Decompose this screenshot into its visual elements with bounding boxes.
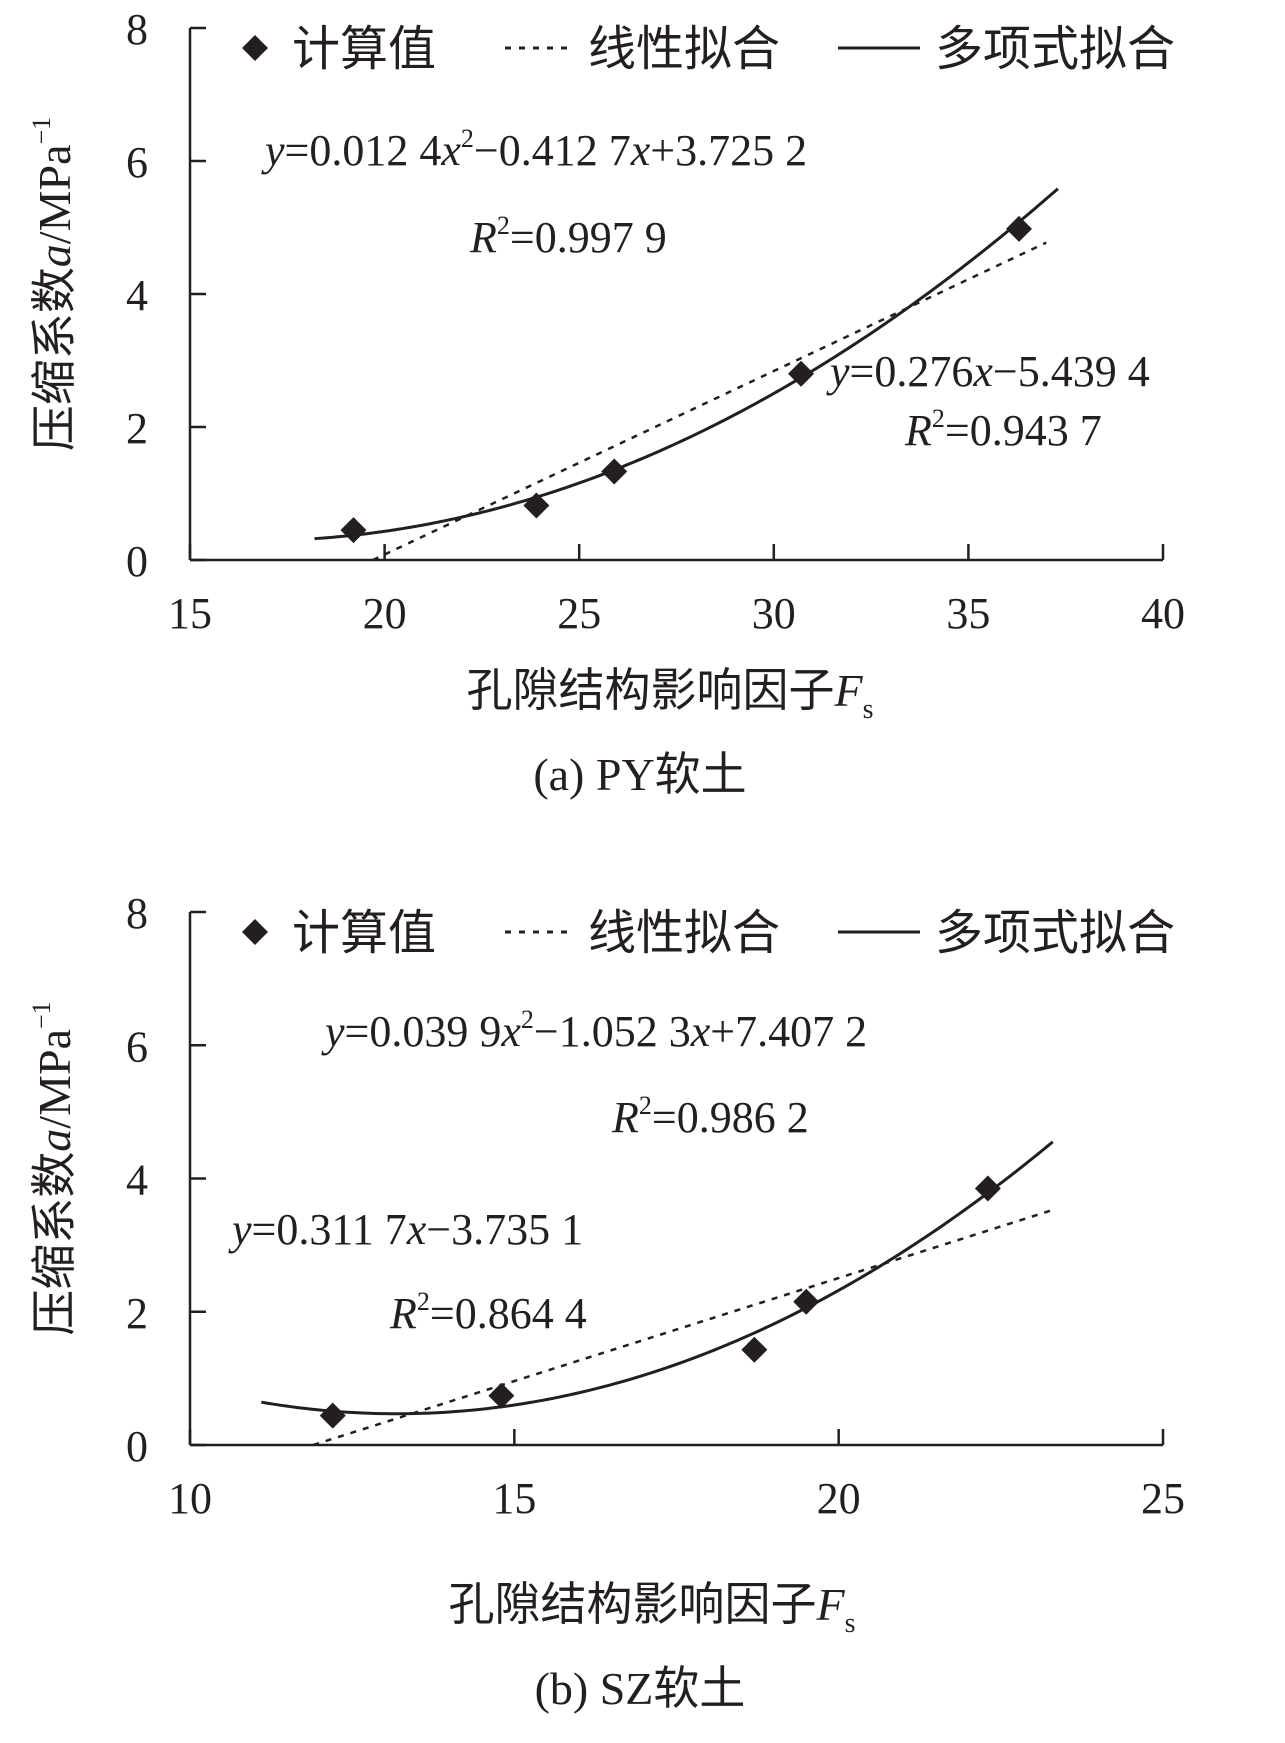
- linear-r-squared: R2=0.943 7: [904, 404, 1102, 455]
- y-tick-label: 2: [126, 404, 148, 453]
- data-point: [793, 1288, 820, 1315]
- x-tick-label: 20: [363, 589, 407, 638]
- y-axis-label: 压缩系数a/MPa−1: [27, 117, 81, 451]
- x-tick-label: 40: [1141, 589, 1185, 638]
- data-point: [1005, 215, 1032, 242]
- x-tick-label: 25: [1141, 1474, 1185, 1523]
- data-point: [523, 492, 550, 519]
- poly-fit-line: [314, 187, 1059, 541]
- linear-equation: y=0.276x−5.439 4: [826, 347, 1150, 396]
- y-tick-label: 4: [126, 271, 148, 320]
- legend-label: 多项式拟合: [935, 23, 1175, 76]
- y-tick-label: 6: [126, 1022, 148, 1071]
- y-tick-label: 6: [126, 138, 148, 187]
- x-tick-label: 35: [946, 589, 990, 638]
- data-point: [601, 458, 628, 485]
- y-tick-label: 0: [126, 537, 148, 586]
- panel-caption: (b) SZ软土: [535, 1663, 746, 1714]
- y-tick-label: 2: [126, 1289, 148, 1338]
- data-point: [488, 1382, 515, 1409]
- x-tick-label: 20: [817, 1474, 861, 1523]
- x-tick-label: 15: [492, 1474, 536, 1523]
- legend-marker-diamond: [242, 919, 268, 945]
- legend-label: 计算值: [292, 907, 436, 960]
- x-tick-label: 10: [168, 1474, 212, 1523]
- legend-label: 线性拟合: [588, 907, 780, 960]
- x-tick-label: 15: [168, 589, 212, 638]
- linear-r-squared: R2=0.864 4: [389, 1287, 587, 1338]
- linear-equation: y=0.311 7x−3.735 1: [228, 1205, 583, 1254]
- poly-r-squared: R2=0.997 9: [469, 211, 667, 262]
- legend-marker-diamond: [242, 35, 268, 61]
- data-point: [741, 1336, 768, 1363]
- linear-fit-line: [372, 241, 1047, 562]
- x-axis-label: 孔隙结构影响因子Fs: [466, 663, 873, 725]
- poly-equation: y=0.039 9x2−1.052 3x+7.407 2: [321, 1005, 867, 1056]
- legend-label: 线性拟合: [588, 23, 780, 76]
- legend: 计算值 线性拟合 多项式拟合: [242, 23, 1175, 76]
- legend-label: 多项式拟合: [935, 907, 1175, 960]
- poly-equation: y=0.012 4x2−0.412 7x+3.725 2: [261, 124, 807, 175]
- data-point: [788, 360, 815, 387]
- x-axis-label: 孔隙结构影响因子Fs: [448, 1577, 855, 1639]
- legend-label: 计算值: [292, 23, 436, 76]
- chart-panel-0: 0 2 4 6 8 15 20 25 30 35 40 计算值 线性拟合 多项式拟合 y=0.012 4x2…: [27, 5, 1185, 800]
- legend: 计算值 线性拟合 多项式拟合: [242, 907, 1175, 960]
- x-tick-label: 25: [557, 589, 601, 638]
- x-tick-label: 30: [752, 589, 796, 638]
- chart-panel-1: 0 2 4 6 8 10 15 20 25 计算值 线性拟合 多项式拟合 y=0.039 9x2−1.0…: [27, 889, 1185, 1714]
- data-point: [974, 1175, 1001, 1202]
- y-tick-label: 8: [126, 889, 148, 938]
- y-tick-label: 4: [126, 1156, 148, 1205]
- data-point: [340, 517, 367, 544]
- poly-fit-line: [261, 1140, 1054, 1416]
- y-tick-label: 0: [126, 1422, 148, 1471]
- y-axis-label: 压缩系数a/MPa−1: [27, 1001, 81, 1335]
- poly-r-squared: R2=0.986 2: [611, 1091, 809, 1142]
- panel-caption: (a) PY软土: [533, 749, 746, 800]
- y-tick-label: 8: [126, 5, 148, 54]
- data-point: [319, 1402, 346, 1429]
